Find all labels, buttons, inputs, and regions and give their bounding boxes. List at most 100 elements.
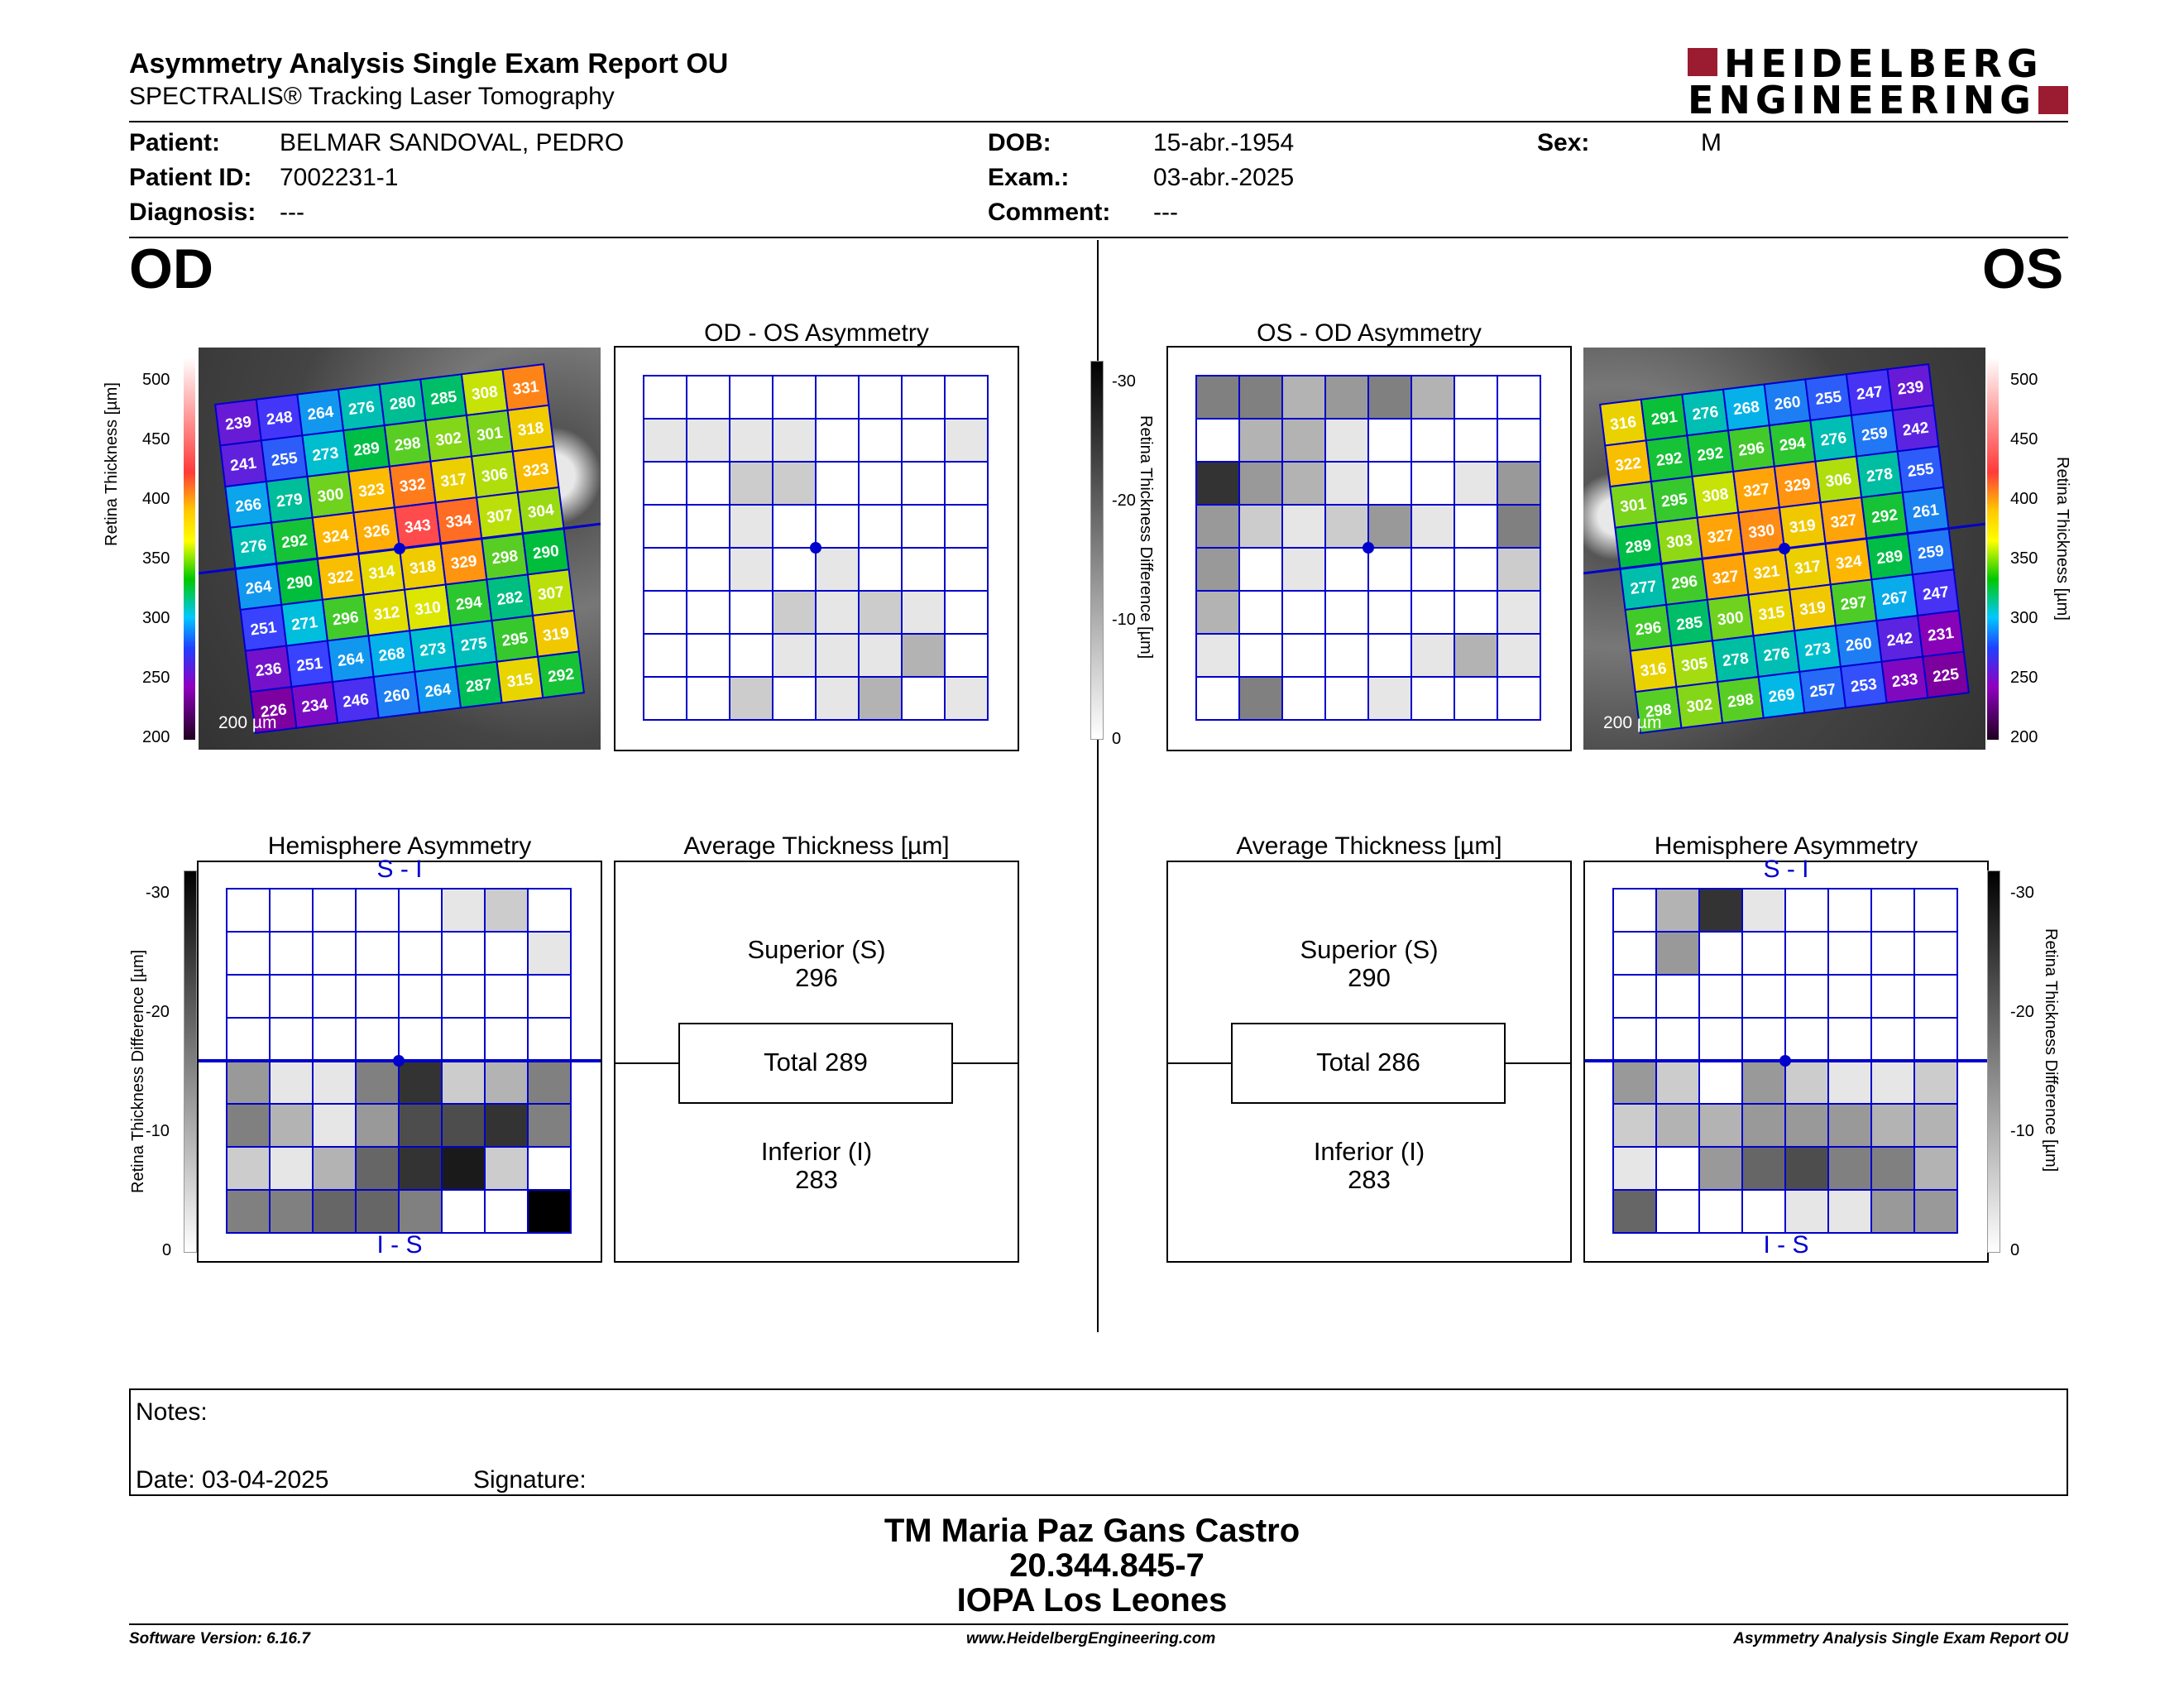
od-hemi-tick: 0	[162, 1241, 172, 1259]
od-asym-cell	[901, 375, 946, 420]
od-total-box: Total 289	[678, 1023, 953, 1104]
od-asym-cell	[643, 676, 687, 721]
os-asym-cell	[1497, 676, 1541, 721]
od-asym-cell	[729, 461, 774, 506]
center-diff-tick: -10	[1112, 611, 1136, 629]
od-thickness-value: 282	[496, 588, 524, 609]
os-thickness-value: 300	[1717, 609, 1745, 630]
os-asym-cell	[1497, 418, 1541, 463]
os-hemi-cell	[1913, 931, 1958, 976]
sex-label: Sex:	[1537, 129, 1590, 156]
od-superior-label: Superior (S)	[747, 935, 886, 964]
os-hemi-cell	[1870, 1103, 1915, 1148]
od-thickness-value: 324	[322, 526, 350, 547]
os-asym-cell	[1410, 676, 1455, 721]
os-hemi-cell	[1913, 974, 1958, 1019]
os-hemi-cell	[1655, 888, 1700, 933]
os-hemi-cell	[1827, 1060, 1872, 1105]
od-asym-cell	[643, 633, 687, 678]
od-scale-label: 200 µm	[218, 713, 277, 732]
od-asym-cell	[686, 547, 730, 592]
os-asym-cell	[1324, 633, 1369, 678]
od-asym-cell	[772, 375, 817, 420]
od-is-label: I - S	[376, 1231, 423, 1259]
os-thickness-value: 233	[1891, 671, 1919, 692]
os-thickness-value: 324	[1835, 553, 1863, 573]
od-thickness-value: 329	[450, 553, 478, 573]
os-thickness-value: 242	[1885, 630, 1913, 650]
od-thickness-value: 273	[419, 640, 447, 660]
os-cb-tick: 200	[2010, 728, 2038, 746]
website-link[interactable]: www.HeidelbergEngineering.com	[966, 1630, 1216, 1647]
od-thickness-value: 318	[517, 420, 545, 440]
os-asym-cell	[1281, 676, 1326, 721]
os-asym-cell	[1324, 504, 1369, 549]
date-label: Date: 03-04-2025	[136, 1466, 329, 1494]
os-hemi-title: Hemisphere Asymmetry	[1654, 832, 1918, 860]
od-hemi-cell	[355, 1017, 400, 1062]
od-cb-tick: 350	[142, 549, 170, 568]
os-avg-title: Average Thickness [µm]	[1236, 832, 1502, 860]
od-hemi-cell	[269, 974, 314, 1019]
od-cb-tick: 300	[142, 609, 170, 627]
os-cb-tick: 250	[2010, 669, 2038, 687]
od-hemi-cell	[269, 888, 314, 933]
os-hemi-cell	[1612, 1017, 1657, 1062]
os-si-label: S - I	[1763, 856, 1809, 883]
od-asym-cell	[858, 461, 903, 506]
os-asym-cell	[1281, 418, 1326, 463]
os-thickness-value: 253	[1850, 676, 1878, 697]
os-hemi-cell	[1655, 931, 1700, 976]
od-hemi-cell	[312, 974, 357, 1019]
od-asym-cell	[643, 590, 687, 635]
os-asym-cell	[1497, 633, 1541, 678]
od-hemi-cell	[527, 1060, 572, 1105]
os-thickness-value: 321	[1752, 563, 1780, 583]
report-title: Asymmetry Analysis Single Exam Report OU	[129, 48, 729, 79]
od-asym-cell	[772, 504, 817, 549]
os-hemi-panel: S - I I - S	[1583, 856, 1989, 1263]
od-hemi-cell	[226, 931, 271, 976]
os-thickness-cell	[1922, 650, 1970, 699]
od-asym-cell	[729, 590, 774, 635]
od-hemi-cell	[312, 1189, 357, 1234]
os-hemi-tick: -20	[2010, 1003, 2034, 1021]
os-eye-label: OS	[1982, 237, 2064, 300]
od-asym-cell	[643, 547, 687, 592]
od-asym-cell	[901, 418, 946, 463]
os-hemi-cell	[1612, 974, 1657, 1019]
os-asym-title: OS - OD Asymmetry	[1257, 319, 1482, 347]
os-hemi-tick: -10	[2010, 1122, 2034, 1140]
od-asym-cell	[729, 547, 774, 592]
os-hemi-cell	[1784, 1146, 1829, 1191]
od-hemi-cell	[355, 1060, 400, 1105]
comment-value: ---	[1153, 199, 1178, 226]
od-thickness-value: 246	[342, 691, 370, 712]
od-inferior-value: 283	[795, 1165, 838, 1194]
od-asym-cell	[944, 676, 989, 721]
od-thickness-value: 280	[389, 393, 417, 414]
od-hemi-cell	[398, 1146, 443, 1191]
od-hemi-center-marker	[393, 1055, 405, 1067]
os-asym-cell	[1454, 676, 1498, 721]
od-thickness-value: 301	[476, 424, 504, 445]
footer-rule	[129, 1623, 2068, 1625]
od-asym-cell	[729, 418, 774, 463]
od-thickness-value: 264	[424, 681, 452, 702]
od-hemi-cell	[527, 931, 572, 976]
od-thickness-value: 292	[547, 666, 575, 687]
os-thickness-value: 322	[1614, 454, 1642, 475]
od-asym-cell	[815, 504, 860, 549]
center-diff-label: Retina Thickness Difference [µm]	[1137, 415, 1155, 659]
os-thickness-value: 298	[1727, 691, 1755, 712]
od-thickness-value: 302	[434, 429, 462, 450]
od-thickness-value: 307	[486, 506, 514, 527]
os-asym-cell	[1238, 504, 1283, 549]
os-thickness-value: 259	[1861, 424, 1889, 445]
os-thickness-value: 260	[1845, 635, 1873, 655]
od-hemi-cell	[484, 931, 529, 976]
od-asym-panel	[614, 346, 1019, 751]
os-asym-cell	[1367, 676, 1412, 721]
od-asym-cell	[944, 418, 989, 463]
os-hemi-cell	[1655, 1017, 1700, 1062]
